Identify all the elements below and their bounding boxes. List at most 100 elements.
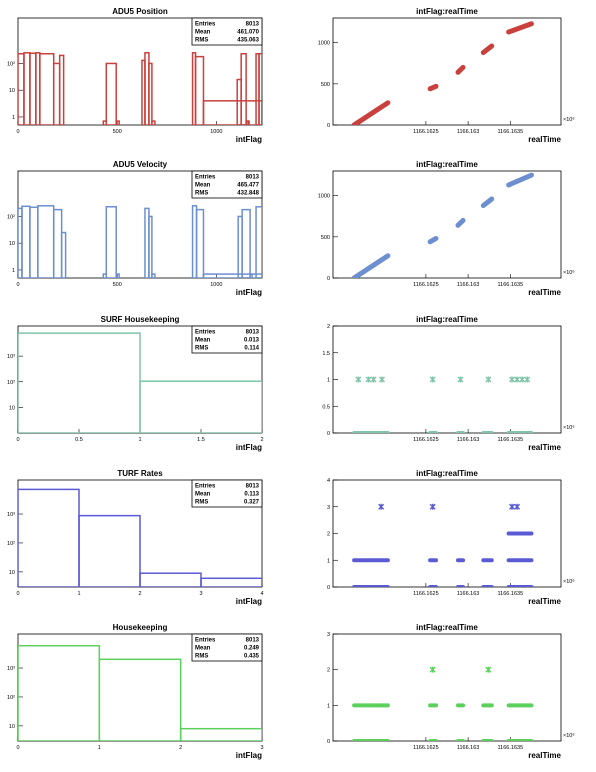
histogram-bin	[39, 53, 55, 125]
y-tick-label: 500	[321, 82, 330, 88]
stats-mean-label: Mean	[195, 492, 211, 498]
x-axis-label: realTime	[528, 751, 561, 760]
x-axis-label: realTime	[528, 288, 561, 297]
histogram-bin	[115, 273, 120, 278]
x-tick-label: 500	[113, 129, 122, 135]
y-tick-label: 10³	[7, 512, 15, 518]
scatter-point	[457, 376, 464, 383]
y-tick-label: 4	[327, 478, 330, 484]
plot-frame	[332, 170, 562, 279]
x-tick-label: 0	[16, 129, 19, 135]
scatter-point	[509, 503, 516, 510]
panel-title: Housekeeping	[113, 623, 168, 632]
plot-area	[18, 332, 262, 433]
stats-mean-value: 0.113	[244, 492, 259, 498]
x-tick-label: 1166.1625	[413, 282, 439, 288]
x-axis-label: realTime	[528, 135, 561, 144]
x-exponent-label: ×10⁶	[563, 732, 575, 739]
histogram-bin	[258, 53, 262, 125]
scatter-point	[355, 376, 362, 383]
stats-rms-value: 0.114	[244, 346, 259, 352]
stats-entries-label: Entries	[195, 330, 216, 336]
y-tick-label: 10²	[7, 541, 15, 547]
x-tick-label: 3	[260, 745, 263, 751]
panel-title: intFlag:realTime	[416, 623, 478, 632]
x-tick-label: 2	[138, 591, 141, 597]
histogram-panel-0: ADU5 Position 0 500 1000 1 10 10² intFlag Entrie…	[7, 7, 263, 144]
stats-rms-label: RMS	[195, 346, 208, 352]
x-tick-label: 1166.1635	[498, 282, 524, 288]
x-tick-label: 1166.1625	[413, 129, 439, 135]
y-tick-label: 2	[327, 532, 330, 538]
y-tick-label: 10	[9, 570, 15, 576]
panel-title: TURF Rates	[117, 469, 163, 478]
stats-frame	[191, 325, 263, 354]
stats-rms-value: 432.848	[237, 191, 259, 197]
stats-frame	[191, 170, 263, 199]
y-tick-label: 1	[327, 558, 330, 564]
y-tick-label: 0	[327, 739, 330, 745]
y-tick-label: 500	[321, 235, 330, 241]
y-tick-label: 10²	[7, 695, 15, 701]
histogram-bin	[139, 380, 262, 433]
stats-rms-value: 0.435	[244, 654, 260, 660]
histogram-bin	[249, 273, 253, 278]
x-tick-label: 1166.1625	[413, 591, 439, 597]
x-tick-label: 1166.1635	[498, 745, 524, 751]
x-tick-label: 1	[138, 437, 141, 443]
stats-mean-label: Mean	[195, 30, 211, 36]
plot-area	[352, 376, 534, 433]
x-axis-label: realTime	[528, 597, 561, 606]
y-tick-label: 0	[327, 585, 330, 591]
x-axis-label: intFlag	[236, 443, 262, 452]
x-exponent-label: ×10⁶	[563, 116, 575, 123]
stats-mean-label: Mean	[195, 338, 211, 344]
stats-mean-value: 0.013	[244, 338, 260, 344]
scatter-point	[429, 666, 436, 673]
y-tick-label: 0	[327, 123, 330, 129]
histogram-bin	[247, 120, 250, 125]
scatter-segment	[351, 253, 391, 278]
x-tick-label: 1166.163	[457, 745, 480, 751]
y-tick-label: 10³	[7, 354, 15, 360]
x-tick-label: 3	[199, 591, 202, 597]
plot-area	[352, 503, 534, 587]
x-tick-label: 0	[16, 282, 19, 288]
y-tick-label: 1	[12, 268, 15, 274]
stats-entries-value: 8013	[246, 484, 260, 490]
y-tick-label: 1000	[318, 194, 330, 200]
stats-frame	[191, 479, 263, 508]
stats-rms-value: 0.327	[244, 500, 260, 506]
scatter-point	[370, 376, 377, 383]
x-tick-label: 1166.1635	[498, 129, 524, 135]
histogram-bin	[52, 62, 61, 125]
scatter-panel-5: intFlag:realTime 1166.1625 1166.163 1166.16…	[322, 315, 574, 452]
plot-area	[18, 644, 262, 741]
scatter-segment	[427, 235, 439, 245]
stats-rms-label: RMS	[195, 38, 208, 44]
y-tick-label: 0	[327, 431, 330, 437]
stats-entries-value: 8013	[246, 638, 260, 644]
x-exponent-label: ×10⁶	[563, 424, 575, 431]
histogram-bin	[194, 55, 205, 125]
y-tick-label: 10²	[7, 214, 15, 220]
histogram-bin	[18, 488, 80, 587]
scatter-point	[378, 503, 385, 510]
x-tick-label: 1000	[210, 282, 222, 288]
histogram-bin	[23, 52, 31, 125]
histogram-bin	[148, 62, 153, 125]
histogram-bin	[139, 572, 202, 587]
scatter-point	[429, 376, 436, 383]
histogram-bin	[115, 120, 120, 125]
x-axis-label: intFlag	[236, 597, 262, 606]
histogram-bin	[255, 206, 262, 278]
x-tick-label: 1	[77, 591, 80, 597]
x-tick-label: 2	[260, 437, 263, 443]
scatter-segment	[480, 43, 495, 56]
scatter-point	[378, 376, 385, 383]
stats-box: Entries 8013 Mean 0.113 RMS 0.327	[191, 479, 263, 508]
y-tick-label: 10	[9, 405, 15, 411]
histogram-panel-8: Housekeeping 0 1 2 3 10 10² 10³ intFlag Entries 80…	[7, 623, 263, 760]
scatter-point	[365, 376, 372, 383]
scatter-point	[514, 376, 521, 383]
